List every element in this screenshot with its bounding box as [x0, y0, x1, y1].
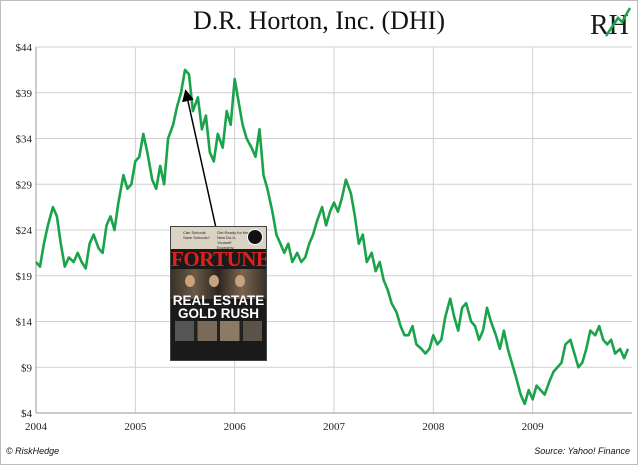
cover-photo-strip [175, 321, 262, 341]
y-tick-label: $29 [16, 179, 33, 191]
cover-person-icon [185, 275, 195, 287]
cover-top-band [171, 227, 266, 249]
y-tick-label: $34 [16, 134, 33, 146]
x-tick-label: 2009 [522, 421, 545, 433]
logo-arrow-icon [604, 7, 632, 37]
y-tick-label: $39 [16, 88, 33, 100]
gridlines [35, 46, 632, 414]
cover-blurb [175, 344, 262, 349]
y-tick-label: $19 [16, 271, 33, 283]
cover-person-icon [235, 275, 245, 287]
chart-title: D.R. Horton, Inc. (DHI) [192, 6, 445, 35]
y-axis-ticks: $4 $9 $14 $19 $24 $29 $34 $39 $44 [16, 42, 33, 420]
cover-masthead: FORTUNE [171, 247, 267, 271]
y-tick-label: $9 [21, 362, 33, 374]
x-tick-label: 2007 [323, 421, 346, 433]
cover-headline-line1: REAL ESTATE [172, 293, 265, 308]
cover-tease-right: Get Ready for the New Do-It-Yourself Eco… [217, 230, 249, 250]
copyright-label: © RiskHedge [6, 446, 60, 456]
x-tick-label: 2008 [422, 421, 445, 433]
cover-headline-line2: GOLD RUSH [178, 306, 259, 321]
y-tick-label: $4 [21, 408, 33, 420]
annotation-arrow-line [182, 89, 217, 229]
series-group [35, 68, 630, 406]
x-axis-ticks: 2004 2005 2006 2007 2008 2009 [25, 421, 544, 433]
cover-headline: REAL ESTATE GOLD RUSH [171, 293, 266, 321]
cover-seal-icon [247, 229, 263, 245]
riskhedge-logo: RH [588, 6, 632, 42]
y-tick-label: $24 [16, 225, 33, 237]
source-label: Source: Yahoo! Finance [534, 446, 630, 456]
fortune-magazine-cover: Can Schools Save Schools? Get Ready for … [170, 226, 267, 361]
price-series-line [35, 68, 630, 406]
cover-person-icon [209, 275, 219, 287]
y-tick-label: $44 [16, 42, 33, 54]
cover-tease-left: Can Schools Save Schools? [183, 230, 210, 240]
annotation-arrow [182, 89, 217, 229]
logo-letters: RH [590, 10, 629, 41]
x-tick-label: 2004 [25, 421, 48, 433]
x-tick-label: 2005 [124, 421, 147, 433]
x-tick-label: 2006 [224, 421, 247, 433]
y-tick-label: $14 [16, 317, 33, 329]
